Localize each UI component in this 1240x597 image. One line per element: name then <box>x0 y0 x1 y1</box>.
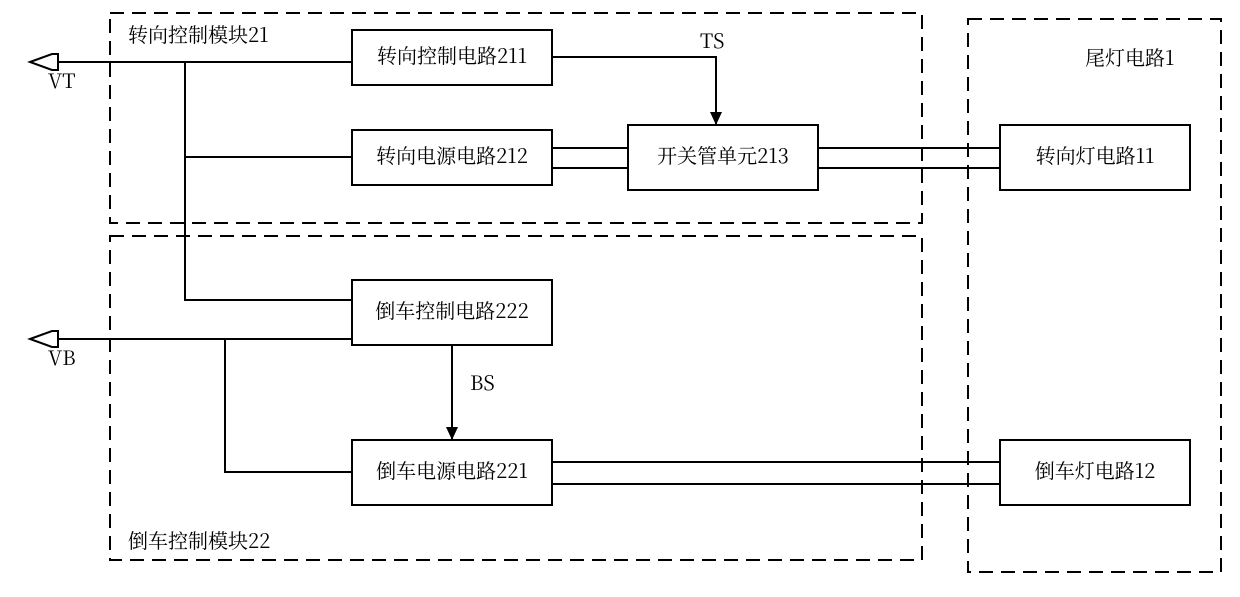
arrowhead-ts <box>710 112 722 125</box>
label-bs: BS <box>470 367 495 396</box>
label-steering-module-21: 转向控制模块21 <box>128 19 269 48</box>
label-ts: TS <box>700 25 725 54</box>
vt-label: VT <box>48 65 75 94</box>
text-turn-light-11: 转向灯电路11 <box>1036 140 1155 169</box>
dash-taillight-circuit-1 <box>968 19 1221 572</box>
vb-label: VB <box>48 342 76 371</box>
label-taillight-circuit-1: 尾灯电路1 <box>1085 42 1174 71</box>
text-steering-control-211: 转向控制电路211 <box>377 40 527 69</box>
text-steering-power-212: 转向电源电路212 <box>376 140 528 169</box>
wire-222-to-221 <box>225 339 352 472</box>
text-switch-tube-213: 开关管单元213 <box>657 140 789 169</box>
dash-reverse-module-22 <box>110 236 922 560</box>
text-reverse-power-221: 倒车电源电路221 <box>376 455 528 484</box>
wire-vt-to-212 <box>185 62 352 157</box>
text-reverse-control-222: 倒车控制电路222 <box>375 295 528 324</box>
text-reverse-light-12: 倒车灯电路12 <box>1035 455 1156 484</box>
label-reverse-module-22: 倒车控制模块22 <box>128 525 270 554</box>
wire-vt-to-222 <box>185 157 352 300</box>
arrowhead-bs <box>446 427 458 440</box>
wire-ts <box>552 57 716 125</box>
